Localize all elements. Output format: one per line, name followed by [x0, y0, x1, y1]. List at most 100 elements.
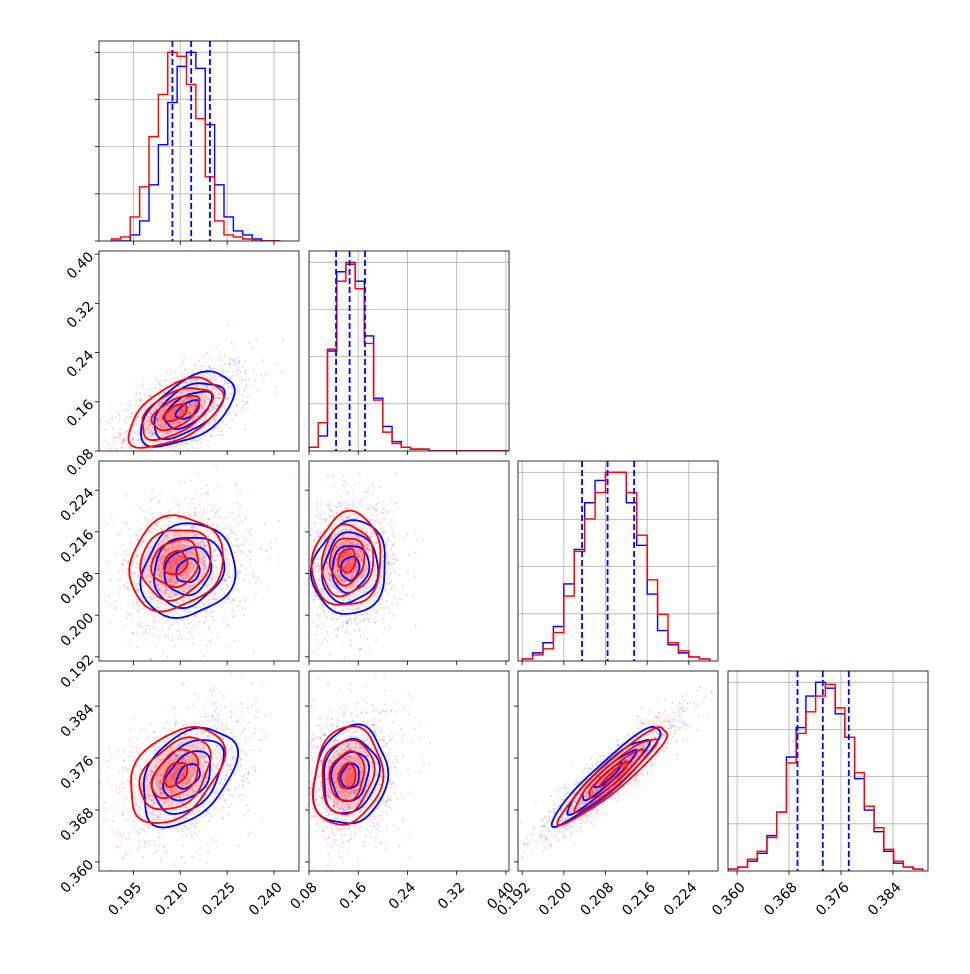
scatter-point [354, 630, 356, 632]
scatter-point [209, 379, 211, 381]
scatter-point [380, 575, 382, 577]
scatter-point [213, 751, 215, 753]
scatter-point [250, 831, 252, 833]
scatter-point [311, 527, 313, 529]
scatter-point [144, 405, 146, 407]
scatter-point [371, 532, 373, 534]
scatter-point [130, 405, 132, 407]
scatter-point [290, 652, 292, 654]
scatter-point [171, 596, 173, 598]
scatter-point [382, 501, 384, 503]
scatter-point [227, 324, 229, 326]
scatter-point [216, 746, 218, 748]
scatter-point [130, 541, 132, 543]
scatter-point [157, 456, 159, 458]
scatter-point [385, 573, 387, 575]
scatter-point [121, 477, 123, 479]
scatter-point [347, 494, 349, 496]
scatter-point [149, 628, 151, 630]
scatter-point [260, 749, 262, 751]
scatter-point [211, 576, 213, 578]
scatter-point [137, 563, 139, 565]
scatter-point [283, 546, 285, 548]
scatter-point [388, 536, 390, 538]
scatter-point [227, 599, 229, 601]
scatter-point [232, 419, 234, 421]
scatter-point [155, 645, 157, 647]
scatter-point [195, 508, 197, 510]
scatter-point [161, 490, 163, 492]
scatter-point [392, 585, 394, 587]
scatter-point [206, 585, 208, 587]
scatter-point [159, 606, 161, 608]
scatter-point [126, 445, 128, 447]
scatter-point [177, 504, 179, 506]
scatter-point [300, 542, 302, 544]
panel-content [518, 461, 718, 661]
scatter-point [127, 639, 129, 641]
scatter-point [346, 517, 348, 519]
scatter-point [387, 607, 389, 609]
scatter-point [248, 342, 250, 344]
scatter-point [208, 394, 210, 396]
scatter-point [299, 588, 301, 590]
scatter-point [230, 357, 232, 359]
scatter-point [354, 596, 356, 598]
scatter-point [183, 442, 185, 444]
scatter-point [229, 526, 231, 528]
scatter-point [76, 447, 78, 449]
scatter-point [110, 869, 112, 871]
scatter-point [179, 614, 181, 616]
scatter-point [187, 638, 189, 640]
scatter-point [200, 592, 202, 594]
scatter-point [243, 614, 245, 616]
scatter-point [218, 553, 220, 555]
scatter-point [181, 361, 183, 363]
scatter-point [310, 583, 312, 585]
scatter-point [389, 572, 391, 574]
scatter-point [196, 471, 198, 473]
scatter-point [244, 373, 246, 375]
scatter-point [293, 578, 295, 580]
scatter-point [322, 521, 324, 523]
scatter-point [249, 581, 251, 583]
scatter-point [208, 365, 210, 367]
scatter-point [151, 442, 153, 444]
scatter-point [139, 795, 141, 797]
scatter-point [215, 702, 217, 704]
scatter-point [200, 442, 202, 444]
scatter-point [291, 605, 293, 607]
scatter-point [134, 420, 136, 422]
scatter-point [268, 558, 270, 560]
scatter-point [114, 437, 116, 439]
scatter-point [245, 569, 247, 571]
scatter-point [295, 602, 297, 604]
scatter-point [242, 730, 244, 732]
scatter-point [212, 562, 214, 564]
panel-1-1 [309, 251, 512, 455]
scatter-point [340, 505, 342, 507]
scatter-point [221, 377, 223, 379]
scatter-point [212, 524, 214, 526]
scatter-point [352, 593, 354, 595]
scatter-point [232, 359, 234, 361]
scatter-point [314, 566, 316, 568]
scatter-point [87, 550, 89, 552]
scatter-point [194, 833, 196, 835]
scatter-point [101, 585, 103, 587]
scatter-point [300, 630, 302, 632]
scatter-point [132, 786, 134, 788]
scatter-point [381, 565, 383, 567]
scatter-point [145, 524, 147, 526]
scatter-point [181, 619, 183, 621]
scatter-point [210, 665, 212, 667]
scatter-point [156, 377, 158, 379]
scatter-point [127, 403, 129, 405]
scatter-point [207, 493, 209, 495]
scatter-point [320, 540, 322, 542]
scatter-point [223, 695, 225, 697]
scatter-point [261, 739, 263, 741]
scatter-point [398, 573, 400, 575]
scatter-point [360, 499, 362, 501]
scatter-point [324, 518, 326, 520]
